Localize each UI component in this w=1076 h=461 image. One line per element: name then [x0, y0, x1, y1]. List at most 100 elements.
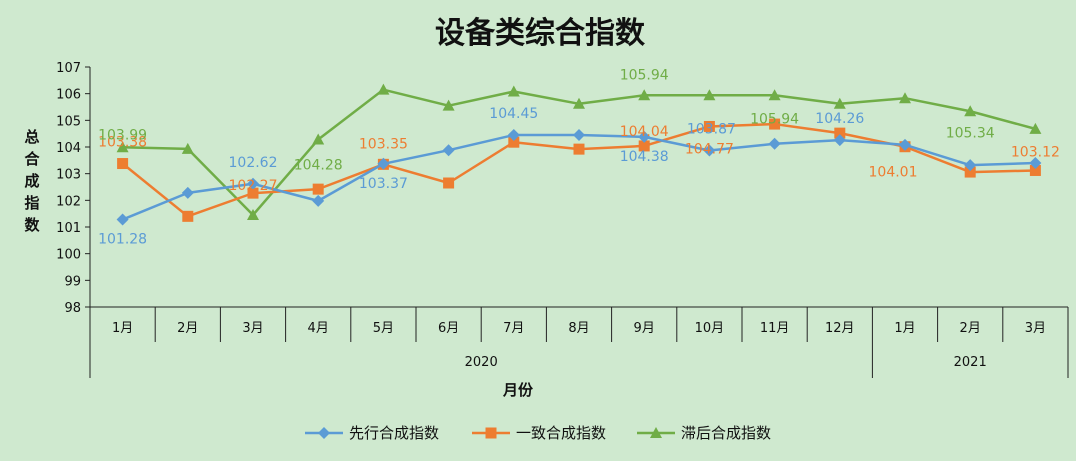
data-point-coincident [573, 143, 585, 155]
data-label-coincident: 103.38 [98, 135, 147, 151]
data-label-coincident: 102.27 [229, 178, 278, 194]
x-tick-label: 11月 [760, 321, 790, 336]
data-point-coincident [247, 187, 259, 199]
data-point-lagging [247, 209, 259, 220]
data-point-lagging [116, 141, 129, 153]
x-tick-label: 6月 [438, 321, 459, 336]
data-label-lagging: 105.94 [620, 67, 669, 83]
data-point-leading [964, 159, 977, 172]
y-tick-label: 98 [64, 301, 81, 316]
data-point-lagging [507, 85, 520, 97]
data-point-leading [638, 130, 651, 143]
data-label-coincident: 104.01 [869, 165, 918, 181]
data-point-coincident [964, 166, 976, 178]
data-point-lagging [181, 142, 194, 154]
data-point-lagging [703, 89, 716, 101]
data-point-coincident [117, 158, 129, 170]
data-label-leading: 103.87 [687, 121, 736, 137]
data-point-coincident [703, 120, 715, 132]
data-labels: 101.28 102.62 103.37 104.45 104.38 103.87 104.… [98, 67, 1060, 247]
data-label-leading: 101.28 [98, 232, 147, 248]
legend-item-leading: 先行合成指数 [305, 424, 439, 442]
legend-label: 滞后合成指数 [681, 424, 771, 442]
x-tick-label: 1月 [112, 321, 133, 336]
data-point-lagging [442, 99, 455, 111]
legend-swatch-marker [485, 427, 497, 439]
data-label-lagging: 104.28 [294, 158, 343, 174]
data-point-coincident [508, 136, 520, 148]
y-tick-label: 101 [56, 221, 81, 236]
y-tick-label: 99 [64, 274, 81, 289]
data-point-leading [247, 177, 259, 190]
data-point-leading [703, 144, 716, 157]
chart-title: 设备类综合指数 [435, 16, 646, 51]
series-leading [116, 129, 1042, 226]
x-tick-label: 3月 [1025, 321, 1046, 336]
y-tick-label: 107 [56, 61, 81, 76]
data-point-lagging [1029, 122, 1042, 134]
y-tick-label: 102 [56, 194, 81, 209]
data-label-lagging: 105.34 [946, 125, 995, 141]
x-tick-label: 8月 [568, 321, 589, 336]
data-point-leading [442, 144, 455, 157]
data-point-leading [1029, 157, 1042, 169]
data-label-coincident: 104.77 [685, 141, 734, 157]
data-label-leading: 104.45 [489, 106, 538, 122]
data-point-leading [833, 134, 846, 147]
data-point-lagging [573, 97, 585, 109]
x-tick-label: 12月 [825, 321, 855, 336]
data-point-lagging [638, 89, 651, 101]
data-point-coincident [834, 127, 846, 139]
x-tick-label: 10月 [695, 321, 725, 336]
data-point-leading [312, 194, 325, 207]
data-point-coincident [182, 210, 194, 222]
x-tick-label: 2月 [960, 321, 981, 336]
x-tick-label: 2月 [177, 321, 198, 336]
x-group-label: 2020 [465, 355, 498, 370]
x-axis-title: 月份 [502, 381, 534, 399]
y-tick-label: 105 [56, 114, 81, 129]
y-tick-label: 106 [56, 88, 81, 103]
y-axis-title: 总合成指数 [23, 128, 40, 234]
data-point-leading [768, 137, 781, 150]
x-tick-label: 5月 [373, 321, 394, 336]
x-tick-label: 7月 [503, 321, 524, 336]
data-point-lagging [377, 83, 390, 95]
data-label-coincident: 103.35 [359, 136, 408, 152]
data-point-leading [507, 129, 520, 141]
axes: 98 99 100 101 102 103 104 105 106 107 1月 2月 3月 4月 5月 6月… [23, 61, 1069, 399]
data-point-leading [573, 129, 585, 141]
x-tick-label: 9月 [634, 321, 655, 336]
x-tick-label: 1月 [894, 321, 915, 336]
data-point-leading [377, 157, 390, 170]
data-point-coincident [638, 140, 650, 152]
data-point-coincident [312, 183, 324, 195]
data-label-lagging: 103.99 [98, 127, 147, 143]
data-label-coincident: 104.04 [620, 124, 669, 140]
data-point-lagging [312, 133, 325, 145]
x-tick-label: 3月 [242, 321, 263, 336]
x-group-label: 2021 [954, 355, 987, 370]
data-point-coincident [443, 177, 455, 189]
data-label-coincident: 103.12 [1011, 144, 1060, 160]
data-point-lagging [768, 89, 781, 101]
legend-item-coincident: 一致合成指数 [472, 424, 606, 442]
legend-item-lagging: 滞后合成指数 [637, 424, 771, 442]
data-point-lagging [833, 97, 846, 109]
data-point-leading [116, 213, 129, 226]
data-point-lagging [899, 92, 911, 104]
y-tick-label: 103 [56, 168, 81, 183]
series-layer [116, 83, 1042, 226]
data-point-coincident [769, 118, 781, 130]
y-tick-label: 100 [56, 248, 81, 263]
data-point-leading [899, 138, 911, 151]
legend-swatch-marker [318, 427, 330, 439]
data-label-leading: 104.38 [620, 149, 669, 165]
legend-swatch-marker [650, 427, 662, 438]
data-point-lagging [964, 105, 977, 117]
data-label-leading: 103.37 [359, 176, 408, 192]
legend-label: 先行合成指数 [349, 424, 439, 442]
legend: 先行合成指数 一致合成指数 滞后合成指数 [305, 424, 771, 442]
